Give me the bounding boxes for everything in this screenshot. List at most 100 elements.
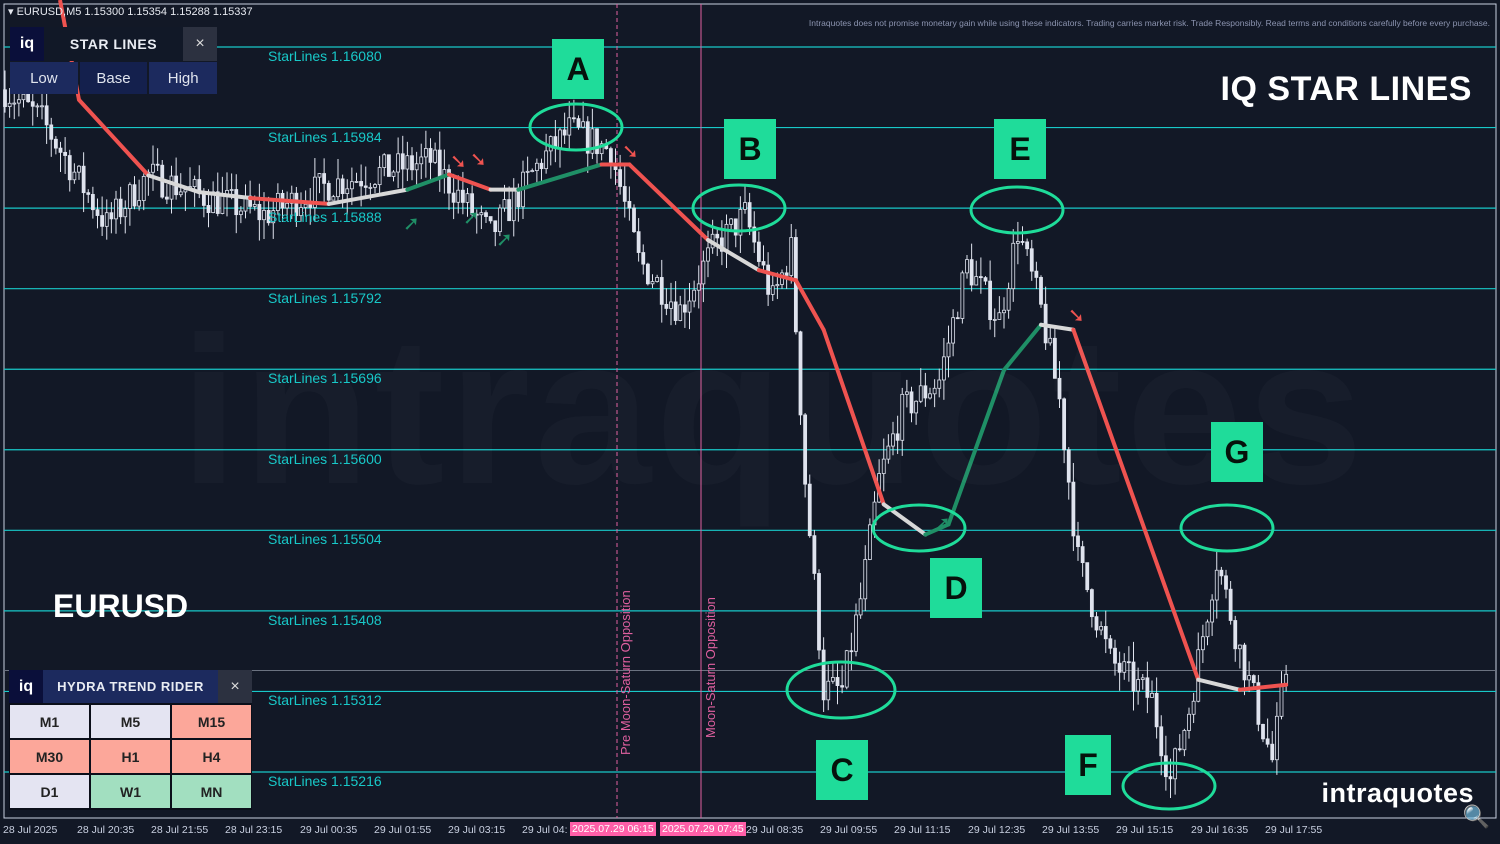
timeframe-cell-d1[interactable]: D1 bbox=[10, 775, 89, 808]
candle bbox=[220, 195, 225, 214]
annotation-label-e: E bbox=[994, 119, 1046, 179]
candle bbox=[507, 199, 512, 222]
star-line-label: StarLines 1.15888 bbox=[268, 209, 382, 226]
collapse-triangle-icon[interactable]: ▾ bbox=[8, 6, 14, 18]
candle bbox=[81, 165, 86, 194]
candle bbox=[1168, 776, 1173, 780]
candle bbox=[803, 414, 808, 485]
candle bbox=[530, 170, 535, 172]
candle bbox=[428, 148, 433, 163]
trend-segment-white bbox=[1039, 322, 1076, 332]
candle bbox=[12, 102, 17, 105]
x-tick-label: 28 Jul 21:55 bbox=[151, 824, 209, 836]
timeframe-cell-m1[interactable]: M1 bbox=[10, 705, 89, 738]
candle bbox=[724, 223, 729, 252]
candle bbox=[798, 331, 803, 416]
candle bbox=[183, 189, 188, 193]
panel-title: HYDRA TREND RIDER bbox=[43, 670, 218, 703]
candle bbox=[1191, 700, 1196, 715]
candle bbox=[433, 149, 438, 163]
candle bbox=[706, 247, 710, 262]
candle bbox=[1177, 748, 1182, 751]
trend-segment-white bbox=[326, 187, 410, 206]
candle bbox=[312, 176, 317, 208]
candle bbox=[988, 280, 993, 321]
candle bbox=[830, 677, 835, 682]
candle bbox=[673, 301, 678, 321]
candle bbox=[784, 272, 789, 276]
x-tick-label: 29 Jul 03:15 bbox=[448, 824, 506, 836]
trend-segment-green bbox=[1002, 322, 1043, 373]
trend-segment-red bbox=[447, 172, 493, 192]
low-button[interactable]: Low bbox=[10, 62, 78, 94]
candle bbox=[178, 191, 183, 196]
sell-arrow-icon: ➘ bbox=[622, 139, 639, 163]
candle bbox=[567, 117, 572, 136]
candle bbox=[72, 171, 77, 181]
candle bbox=[118, 198, 123, 218]
candle bbox=[627, 200, 632, 209]
timeframe-cell-m5[interactable]: M5 bbox=[91, 705, 170, 738]
candle bbox=[382, 154, 387, 168]
candle bbox=[1062, 398, 1067, 451]
trend-segment-green bbox=[946, 368, 1006, 527]
ellipse-f bbox=[1121, 761, 1217, 811]
moon-saturn-label: Moon-Saturn Opposition bbox=[703, 597, 718, 738]
candle bbox=[733, 218, 738, 236]
candle bbox=[363, 185, 368, 188]
candle bbox=[955, 317, 960, 320]
close-icon[interactable]: × bbox=[218, 670, 252, 703]
candle bbox=[294, 192, 299, 217]
trend-segment-white bbox=[706, 237, 761, 273]
candle bbox=[743, 202, 747, 210]
candle bbox=[53, 138, 58, 149]
candle bbox=[719, 237, 724, 252]
high-button[interactable]: High bbox=[149, 62, 218, 94]
disclaimer: Intraquotes does not promise monetary ga… bbox=[808, 18, 1490, 28]
candle bbox=[595, 128, 599, 155]
hydra-trend-rider-panel: iq HYDRA TREND RIDER × M1 M5 M15 M30 H1 H4 D1 W… bbox=[9, 670, 252, 810]
candle bbox=[484, 212, 488, 217]
trend-segment-green bbox=[923, 522, 951, 537]
candle bbox=[423, 148, 428, 158]
candle bbox=[1237, 644, 1242, 650]
candle bbox=[257, 203, 262, 221]
candle bbox=[692, 289, 697, 302]
candle bbox=[206, 205, 211, 213]
candle bbox=[1242, 644, 1247, 681]
candle bbox=[937, 379, 942, 389]
trend-segment-red bbox=[1071, 327, 1201, 682]
candle bbox=[21, 93, 26, 101]
ellipse-c bbox=[785, 660, 897, 720]
timeframe-cell-mn[interactable]: MN bbox=[172, 775, 251, 808]
base-button[interactable]: Base bbox=[79, 62, 148, 94]
timeframe-cell-w1[interactable]: W1 bbox=[91, 775, 170, 808]
star-line-label: StarLines 1.15600 bbox=[268, 450, 382, 467]
timeframe-cell-m15[interactable]: M15 bbox=[172, 705, 251, 738]
star-line-label: StarLines 1.16080 bbox=[268, 48, 382, 64]
watermark: intraquotes bbox=[180, 290, 1367, 532]
candle bbox=[1048, 337, 1053, 344]
zoom-icon[interactable]: 🔍 bbox=[1462, 804, 1490, 829]
candle bbox=[756, 241, 761, 262]
candle bbox=[67, 155, 72, 181]
candle bbox=[104, 212, 109, 227]
candle bbox=[151, 163, 155, 173]
annotation-label-c: C bbox=[816, 740, 868, 800]
candle bbox=[396, 153, 401, 173]
candle bbox=[840, 685, 845, 688]
star-line-label: StarLines 1.15792 bbox=[268, 289, 382, 306]
candle bbox=[289, 192, 294, 204]
candle bbox=[359, 181, 364, 187]
timeframe-cell-h4[interactable]: H4 bbox=[172, 740, 251, 773]
candle bbox=[1057, 377, 1062, 400]
timeframe-cell-m30[interactable]: M30 bbox=[10, 740, 89, 773]
ellipse-a bbox=[528, 102, 624, 152]
close-icon[interactable]: × bbox=[183, 27, 217, 61]
timeframe-cell-h1[interactable]: H1 bbox=[91, 740, 170, 773]
candle bbox=[77, 165, 81, 173]
symbol-info-header: ▾ EURUSD,M5 1.15300 1.15354 1.15288 1.15… bbox=[8, 5, 253, 18]
trend-segment-green bbox=[405, 172, 451, 192]
candle bbox=[817, 573, 821, 651]
ellipse-e bbox=[969, 185, 1065, 235]
